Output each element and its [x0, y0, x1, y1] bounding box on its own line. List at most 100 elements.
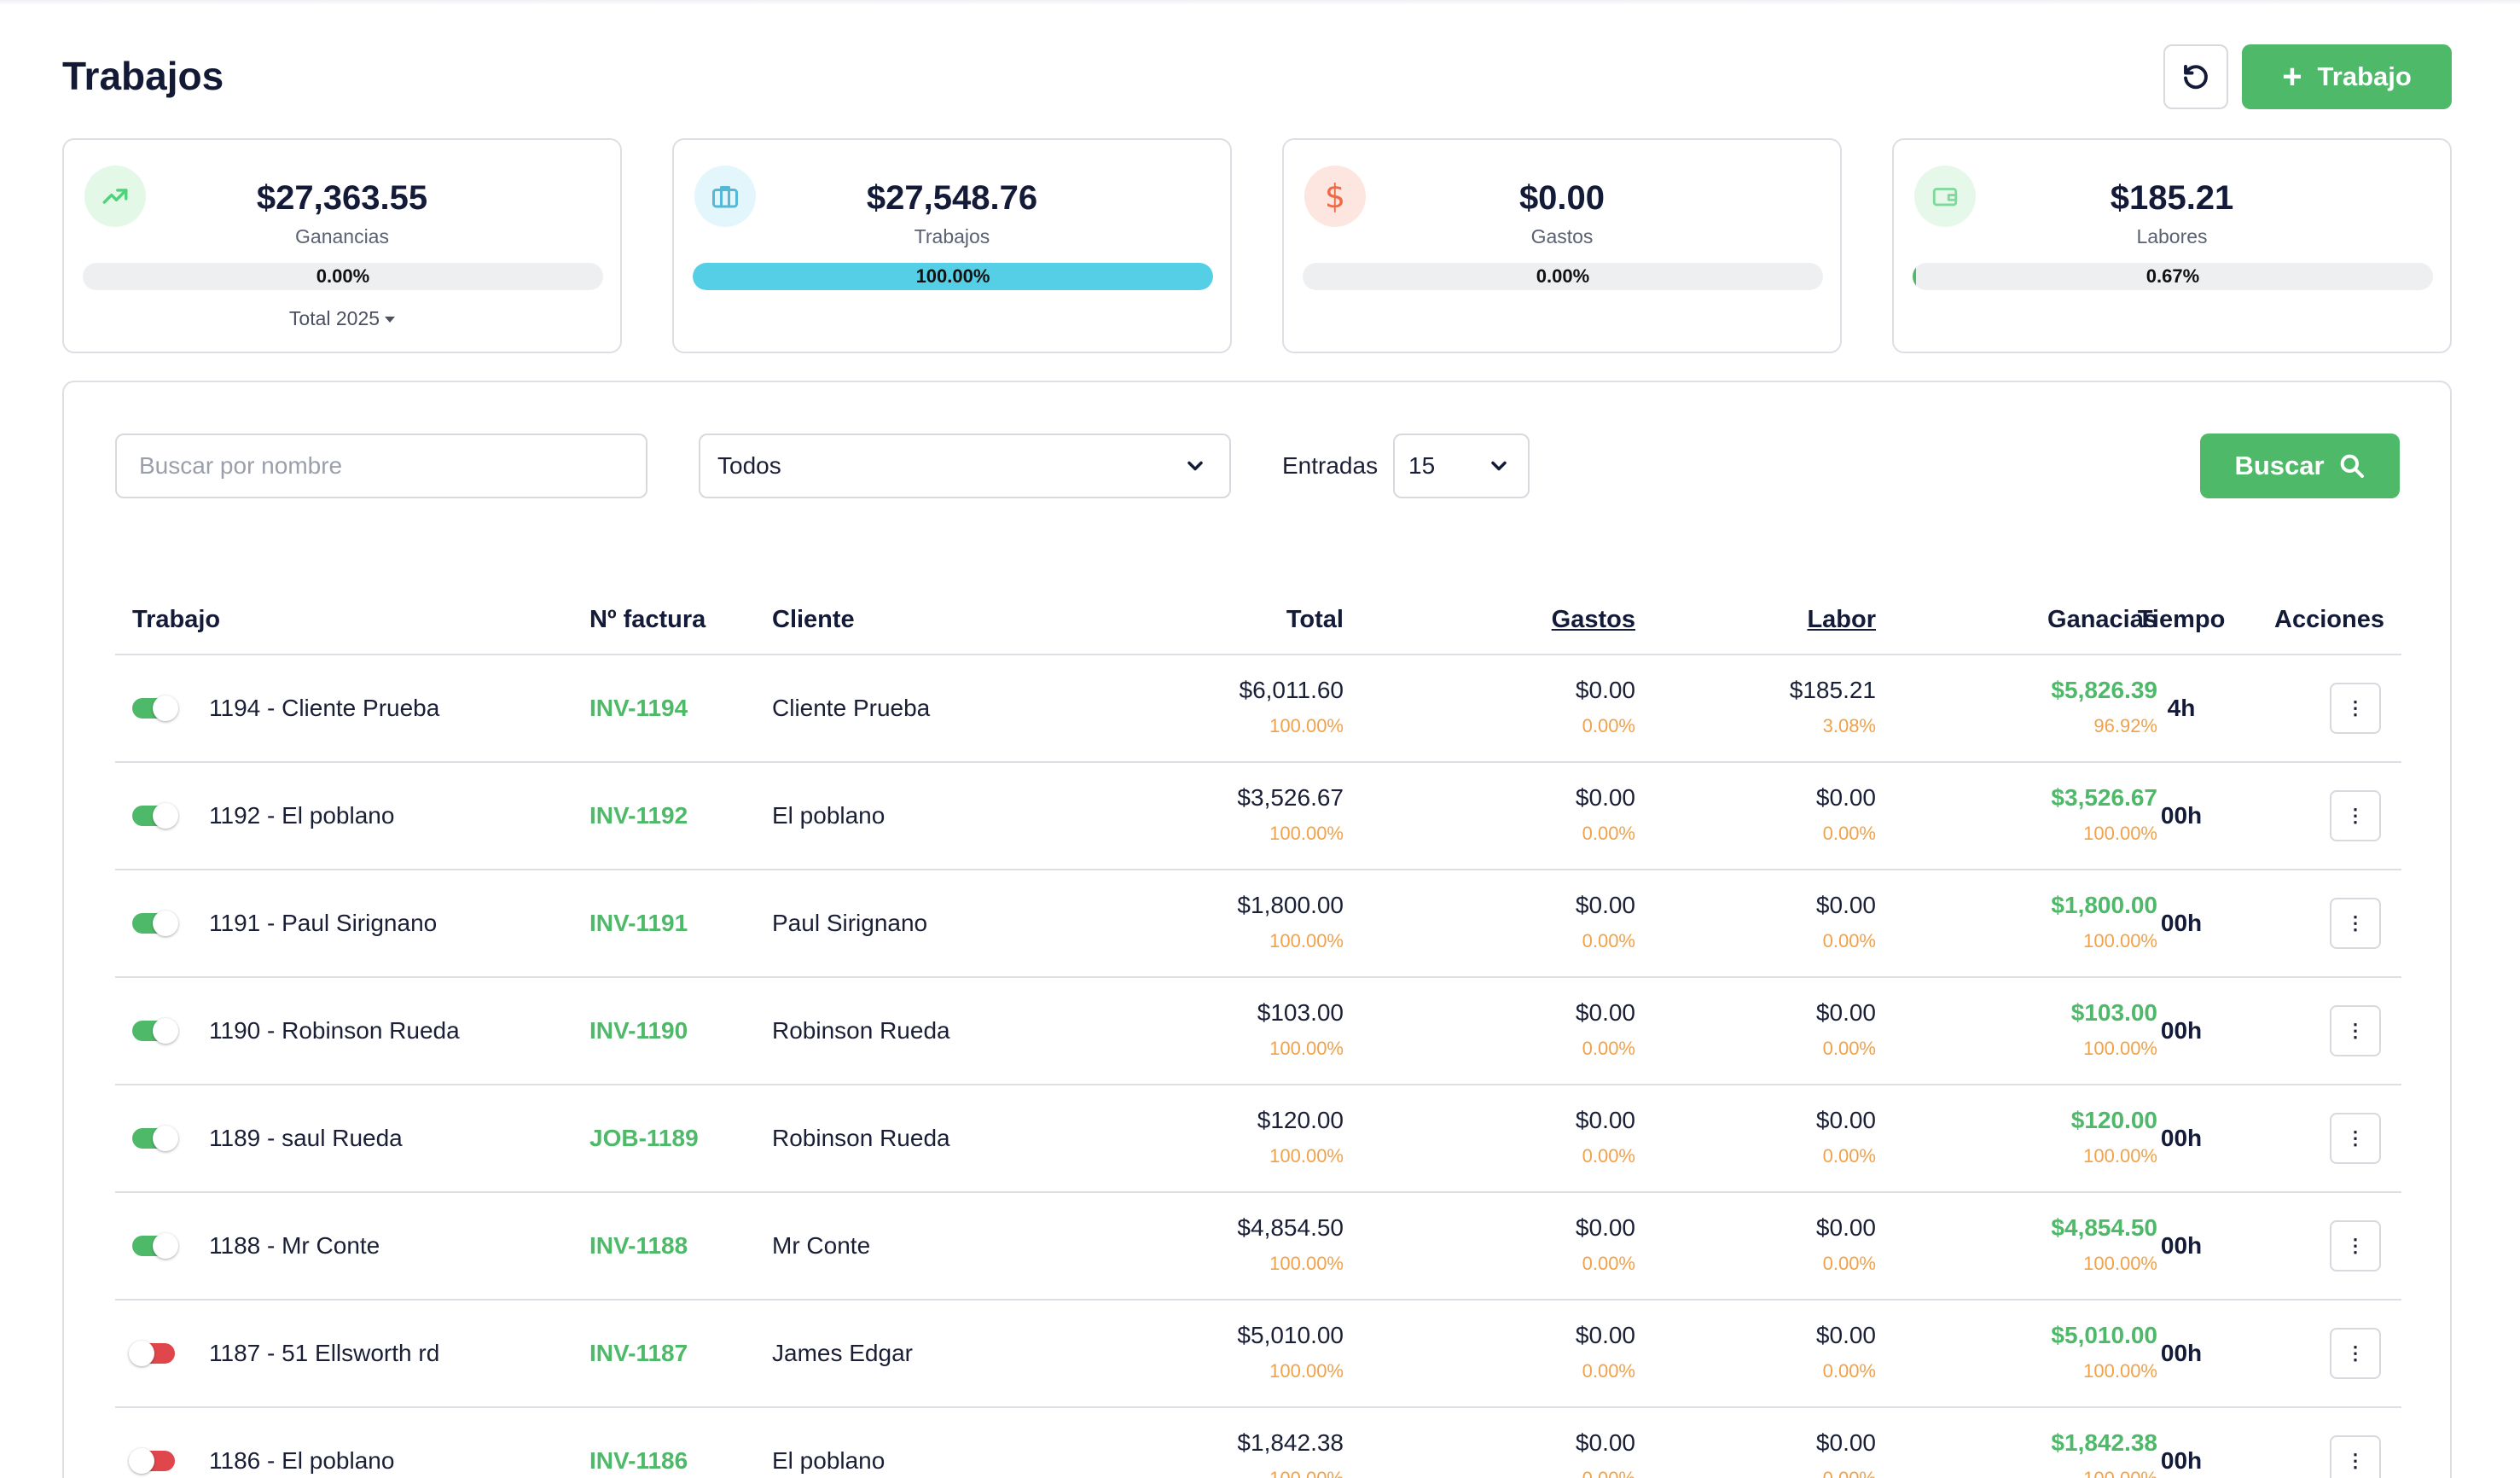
kebab-menu-icon: ⋮ — [2346, 1020, 2365, 1041]
client-name: Robinson Rueda — [772, 1125, 950, 1151]
job-name[interactable]: 1194 - Cliente Prueba — [209, 695, 440, 721]
earnings-value: $27,363.55 — [256, 179, 428, 217]
page-title: Trabajos — [62, 54, 224, 98]
status-toggle[interactable] — [132, 1126, 178, 1151]
row-actions-button[interactable]: ⋮ — [2330, 1220, 2381, 1271]
new-job-label: Trabajo — [2317, 61, 2412, 91]
ganancias-cell: $1,800.00 100.00% — [2051, 891, 2157, 956]
refresh-button[interactable] — [2163, 44, 2228, 109]
labor-cell: $185.21 3.08% — [1790, 676, 1876, 741]
period-dropdown[interactable]: Total 2025 — [64, 307, 620, 330]
row-actions-button[interactable]: ⋮ — [2330, 683, 2381, 734]
ganancias-value: $1,800.00 — [2051, 892, 2157, 918]
ganancias-value: $3,526.67 — [2051, 784, 2157, 811]
table-row: 1190 - Robinson Rueda INV-1190 Robinson … — [115, 978, 2401, 1085]
total-value: $5,010.00 — [1237, 1322, 1344, 1348]
earnings-label: Ganancias — [295, 225, 389, 247]
ganancias-cell: $3,526.67 100.00% — [2051, 783, 2157, 848]
labor-cell: $0.00 0.00% — [1816, 998, 1876, 1063]
briefcase-icon — [694, 166, 756, 227]
invoice-link[interactable]: INV-1187 — [589, 1340, 688, 1366]
entries-select[interactable]: 15 — [1393, 434, 1530, 498]
table-row: 1192 - El poblano INV-1192 El poblano $3… — [115, 763, 2401, 870]
invoice-link[interactable]: INV-1188 — [589, 1232, 688, 1259]
status-toggle[interactable] — [132, 1018, 178, 1044]
job-name[interactable]: 1189 - saul Rueda — [209, 1125, 403, 1151]
row-actions-button[interactable]: ⋮ — [2330, 898, 2381, 949]
ganancias-percent: 100.00% — [2083, 1360, 2157, 1382]
col-trabajo[interactable]: Trabajo — [132, 606, 221, 633]
row-actions-button[interactable]: ⋮ — [2330, 790, 2381, 841]
gastos-value: $0.00 — [1575, 1429, 1635, 1456]
col-ganancias[interactable]: Ganacias — [2047, 606, 2157, 633]
tiempo-value: 4h — [2167, 695, 2196, 721]
col-cliente[interactable]: Cliente — [772, 606, 855, 633]
job-name[interactable]: 1188 - Mr Conte — [209, 1232, 380, 1259]
col-total[interactable]: Total — [1286, 606, 1344, 633]
plus-icon: + — [2282, 58, 2302, 96]
job-name[interactable]: 1186 - El poblano — [209, 1447, 395, 1474]
kebab-menu-icon: ⋮ — [2346, 1127, 2365, 1149]
jobs-panel: Todos Entradas 15 Buscar Trabajo Nº fact… — [62, 381, 2452, 1478]
status-toggle[interactable] — [132, 911, 178, 936]
expenses-card: $ $0.00 Gastos 0.00% — [1282, 138, 1842, 353]
invoice-link[interactable]: INV-1194 — [589, 695, 688, 721]
col-factura[interactable]: Nº factura — [589, 606, 706, 633]
status-toggle[interactable] — [132, 803, 178, 829]
table-row: 1191 - Paul Sirignano INV-1191 Paul Siri… — [115, 870, 2401, 978]
period-label: Total 2025 — [288, 307, 380, 329]
invoice-link[interactable]: INV-1190 — [589, 1017, 688, 1044]
invoice-link[interactable]: INV-1192 — [589, 802, 688, 829]
row-actions-button[interactable]: ⋮ — [2330, 1328, 2381, 1379]
labor-percent: 0.00% — [1816, 1464, 1876, 1478]
labor-value: $0.00 — [1815, 1107, 1876, 1133]
labor-progress: 0.67% — [1913, 263, 2433, 290]
invoice-link[interactable]: JOB-1189 — [589, 1125, 699, 1151]
wallet-icon — [1914, 166, 1976, 227]
jobs-progress-fill — [693, 263, 1213, 290]
labor-value: $185.21 — [2110, 179, 2234, 217]
row-actions-button[interactable]: ⋮ — [2330, 1113, 2381, 1164]
col-gastos[interactable]: Gastos — [1551, 606, 1635, 633]
total-value: $120.00 — [1257, 1107, 1344, 1133]
chevron-down-icon — [1491, 461, 1507, 471]
table-header: Trabajo Nº factura Cliente Total Gastos … — [115, 587, 2401, 655]
ganancias-value: $1,842.38 — [2051, 1429, 2157, 1456]
gastos-percent: 0.00% — [1582, 1038, 1635, 1059]
labor-percent: 0.00% — [1822, 1360, 1876, 1382]
search-input[interactable] — [115, 434, 647, 498]
job-name[interactable]: 1192 - El poblano — [209, 802, 395, 829]
total-value: $1,842.38 — [1237, 1429, 1344, 1456]
status-toggle[interactable] — [132, 695, 178, 721]
ganancias-percent: 100.00% — [2083, 1253, 2157, 1274]
status-select[interactable]: Todos — [699, 434, 1231, 498]
refresh-icon — [2184, 65, 2208, 90]
expenses-progress: 0.00% — [1303, 263, 1823, 290]
labor-cell: $0.00 0.00% — [1816, 783, 1876, 848]
new-job-button[interactable]: + Trabajo — [2242, 44, 2452, 109]
search-button[interactable]: Buscar — [2200, 434, 2400, 498]
ganancias-cell: $103.00 100.00% — [2071, 998, 2157, 1063]
earnings-percent: 0.00% — [316, 265, 370, 287]
job-name[interactable]: 1191 - Paul Sirignano — [209, 910, 438, 936]
row-actions-button[interactable]: ⋮ — [2330, 1005, 2381, 1056]
status-toggle[interactable] — [129, 1448, 175, 1474]
ganancias-cell: $120.00 100.00% — [2071, 1106, 2157, 1171]
total-percent: 100.00% — [1269, 823, 1344, 844]
kebab-menu-icon: ⋮ — [2346, 805, 2365, 826]
status-toggle[interactable] — [129, 1341, 175, 1366]
kebab-menu-icon: ⋮ — [2346, 1342, 2365, 1364]
col-labor[interactable]: Labor — [1807, 606, 1876, 633]
row-actions-button[interactable]: ⋮ — [2330, 1435, 2381, 1478]
job-name[interactable]: 1187 - 51 Ellsworth rd — [209, 1340, 440, 1366]
col-acciones: Acciones — [2274, 606, 2384, 633]
gastos-value: $0.00 — [1575, 999, 1635, 1026]
ganancias-cell: $5,826.39 96.92% — [2051, 676, 2157, 741]
invoice-link[interactable]: INV-1186 — [589, 1447, 688, 1474]
status-toggle[interactable] — [132, 1233, 178, 1259]
job-name[interactable]: 1190 - Robinson Rueda — [209, 1017, 460, 1044]
invoice-link[interactable]: INV-1191 — [589, 910, 688, 936]
labor-percent: 0.67% — [2145, 265, 2200, 287]
ganancias-cell: $4,854.50 100.00% — [2051, 1213, 2157, 1278]
col-tiempo[interactable]: Tiempo — [2137, 606, 2226, 633]
